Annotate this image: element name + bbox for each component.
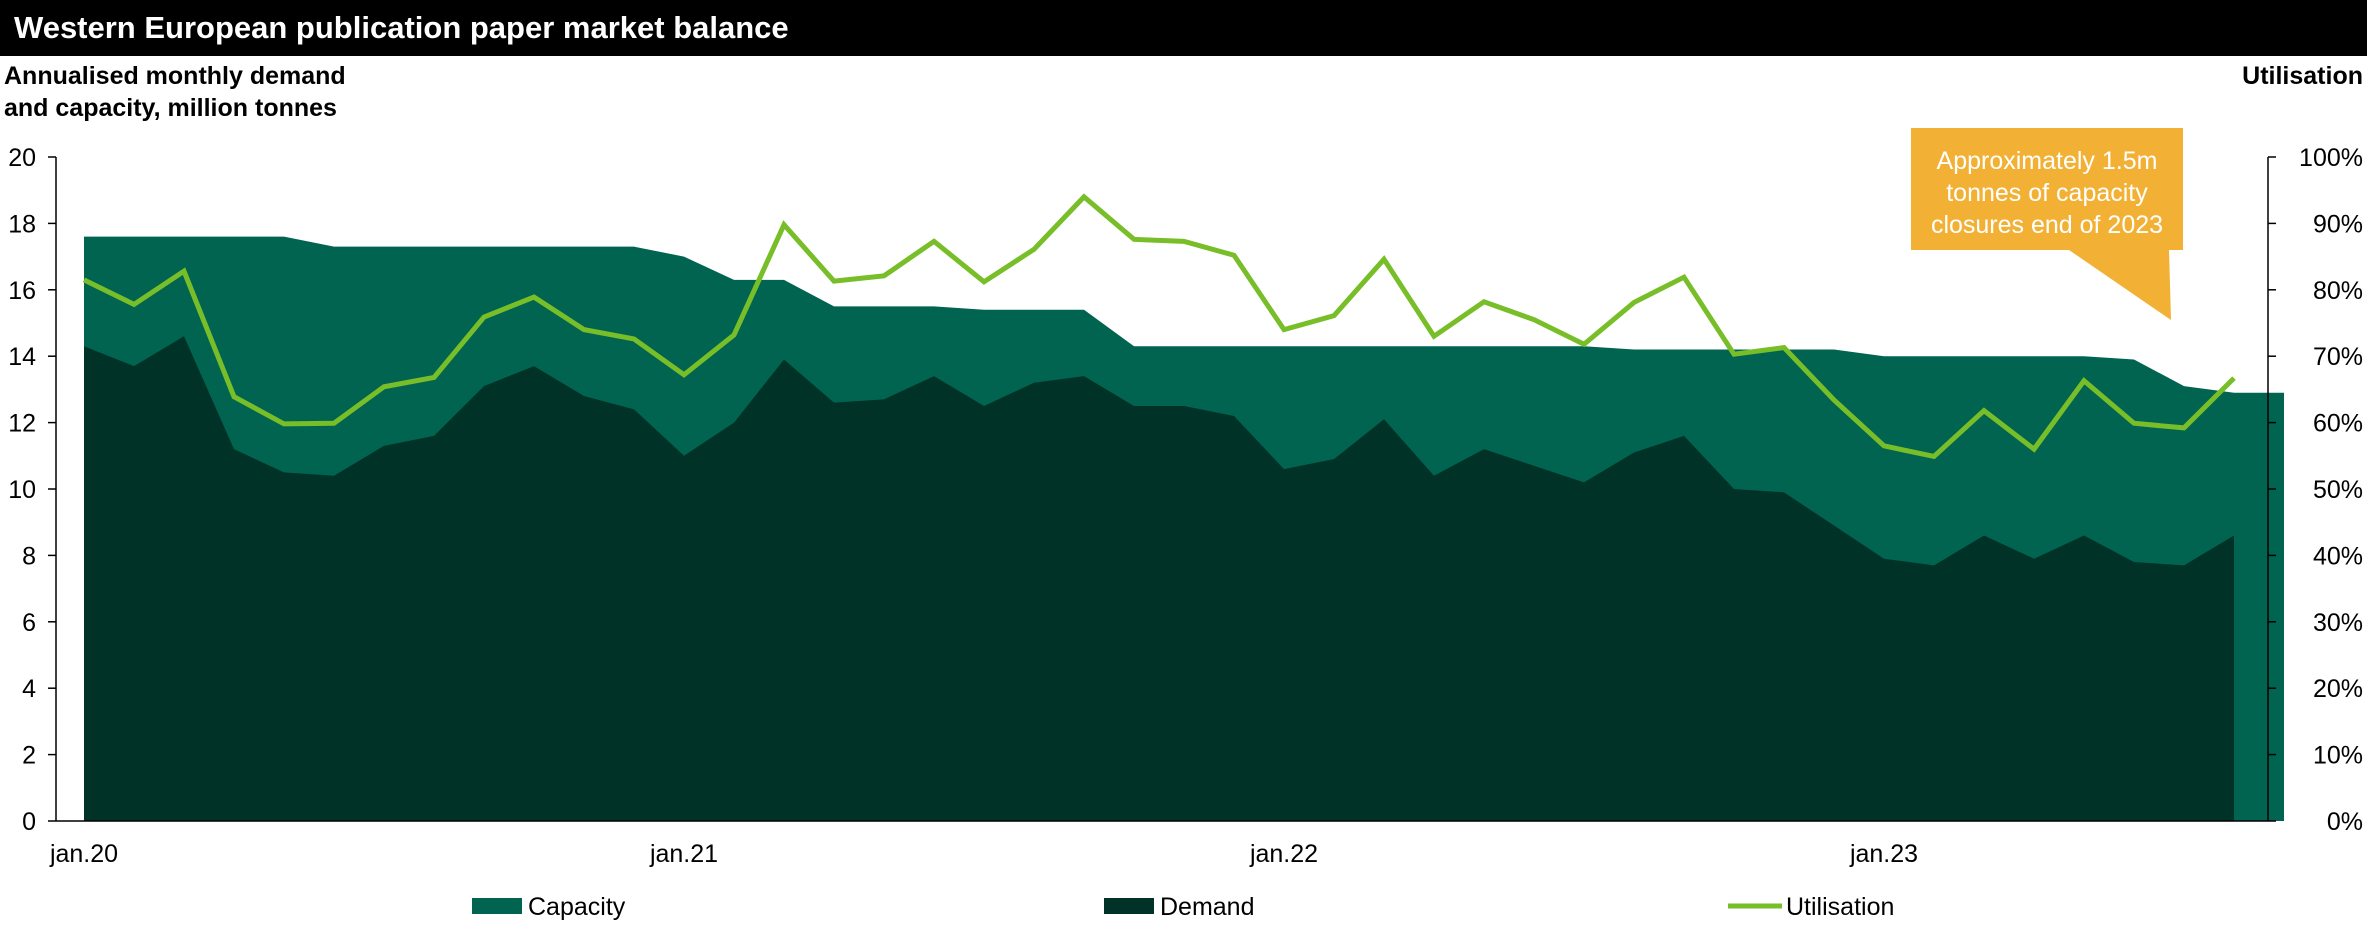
legend-label-demand: Demand bbox=[1160, 893, 1255, 921]
left-tick-label: 14 bbox=[8, 343, 36, 371]
right-tick-label: 100% bbox=[2299, 144, 2363, 172]
left-axis-label: Annualised monthly demand and capacity, … bbox=[4, 60, 346, 124]
left-axis-label-line1: Annualised monthly demand bbox=[4, 62, 346, 90]
callout-text-line: Approximately 1.5m bbox=[1937, 147, 2158, 175]
left-tick-label: 0 bbox=[22, 808, 36, 836]
left-tick-label: 8 bbox=[22, 542, 36, 570]
right-tick-label: 70% bbox=[2313, 343, 2363, 371]
left-tick-label: 4 bbox=[22, 675, 36, 703]
legend-label-capacity: Capacity bbox=[528, 893, 626, 921]
right-tick-label: 30% bbox=[2313, 609, 2363, 637]
title-bar: Western European publication paper marke… bbox=[0, 0, 2367, 56]
utilisation-line bbox=[82, 193, 2236, 460]
right-tick-label: 80% bbox=[2313, 277, 2363, 305]
left-tick-label: 12 bbox=[8, 410, 36, 438]
x-tick-label: jan.20 bbox=[49, 840, 118, 868]
left-tick-label: 6 bbox=[22, 609, 36, 637]
left-axis-label-line2: and capacity, million tonnes bbox=[4, 94, 337, 122]
right-tick-label: 60% bbox=[2313, 410, 2363, 438]
x-tick-label: jan.21 bbox=[649, 840, 718, 868]
right-tick-label: 50% bbox=[2313, 476, 2363, 504]
left-tick-label: 10 bbox=[8, 476, 36, 504]
callout-pointer bbox=[2069, 250, 2171, 320]
demand-area bbox=[84, 336, 2234, 821]
callout-text-line: closures end of 2023 bbox=[1931, 211, 2163, 239]
left-tick-label: 20 bbox=[8, 144, 36, 172]
callout-text-line: tonnes of capacity bbox=[1946, 179, 2148, 207]
legend-swatch-demand bbox=[1104, 898, 1154, 914]
callout-box bbox=[1911, 128, 2183, 250]
x-tick-label: jan.23 bbox=[1849, 840, 1918, 868]
right-tick-label: 0% bbox=[2327, 808, 2363, 836]
x-tick-label: jan.22 bbox=[1249, 840, 1318, 868]
left-tick-label: 16 bbox=[8, 277, 36, 305]
legend-swatch-capacity bbox=[472, 898, 522, 914]
legend-label-utilisation: Utilisation bbox=[1786, 893, 1894, 921]
right-tick-label: 40% bbox=[2313, 542, 2363, 570]
left-tick-label: 2 bbox=[22, 742, 36, 770]
right-axis-label: Utilisation bbox=[2242, 62, 2363, 90]
right-tick-label: 90% bbox=[2313, 210, 2363, 238]
right-tick-label: 10% bbox=[2313, 742, 2363, 770]
right-tick-label: 20% bbox=[2313, 675, 2363, 703]
left-tick-label: 18 bbox=[8, 210, 36, 238]
chart-title: Western European publication paper marke… bbox=[14, 10, 789, 45]
